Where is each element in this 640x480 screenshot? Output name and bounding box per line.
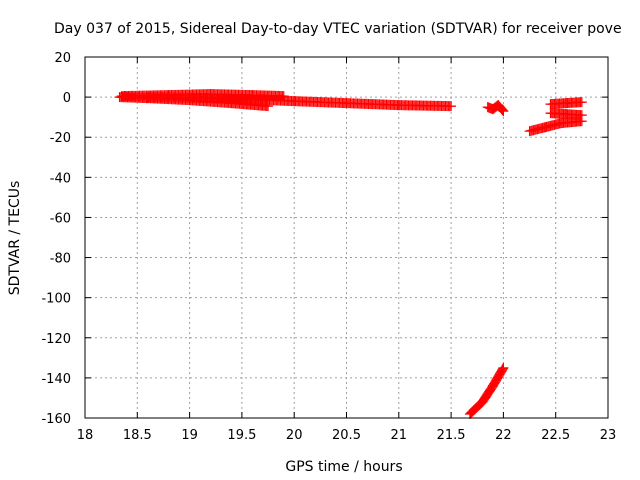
data-point [497, 365, 508, 376]
series-track-8 [545, 97, 587, 110]
series-track-5 [464, 362, 509, 419]
grid-lines [85, 57, 608, 418]
chart-title: Day 037 of 2015, Sidereal Day-to-day VTE… [54, 21, 622, 37]
y-tick-label: -100 [41, 292, 71, 307]
x-tick-label: 23 [600, 428, 617, 443]
y-tick-label: -60 [50, 211, 71, 226]
x-tick-label: 20 [286, 428, 303, 443]
data-point [498, 106, 509, 117]
x-tick-label: 19.5 [227, 428, 256, 443]
y-tick-label: -140 [41, 372, 71, 387]
x-tick-label: 21.5 [437, 428, 466, 443]
x-tick-label: 21 [391, 428, 408, 443]
y-axis-label: SDTVAR / TECUs [7, 181, 23, 296]
series-track-6 [524, 116, 587, 137]
series-track-3 [142, 92, 457, 112]
y-tick-label: 20 [54, 51, 71, 66]
data-point [446, 101, 457, 112]
data-point [497, 105, 508, 116]
data-point [576, 97, 587, 108]
y-tick-label: -120 [41, 332, 71, 347]
x-axis-label: GPS time / hours [285, 459, 402, 475]
data-point [576, 110, 587, 121]
y-tick-label: -40 [50, 171, 71, 186]
data-point [498, 362, 509, 373]
series-track-7 [545, 108, 587, 121]
y-tick-label: -160 [41, 412, 71, 427]
x-tick-label: 19 [181, 428, 198, 443]
x-tick-label: 20.5 [332, 428, 361, 443]
series-track-4 [482, 100, 509, 117]
y-tick-label: -80 [50, 252, 71, 267]
x-tick-label: 22 [495, 428, 512, 443]
data-points [114, 89, 587, 419]
y-tick-label: -20 [50, 131, 71, 146]
axis-ticks: 18 18.5 19 19.5 20 20.5 21 21.5 22 22.5 23 20 0 -20 -4… [41, 51, 616, 443]
x-tick-label: 18.5 [123, 428, 152, 443]
data-point [496, 104, 507, 115]
x-tick-label: 18 [77, 428, 94, 443]
data-point [497, 364, 508, 375]
y-tick-label: 0 [63, 91, 71, 106]
x-tick-label: 22.5 [541, 428, 570, 443]
